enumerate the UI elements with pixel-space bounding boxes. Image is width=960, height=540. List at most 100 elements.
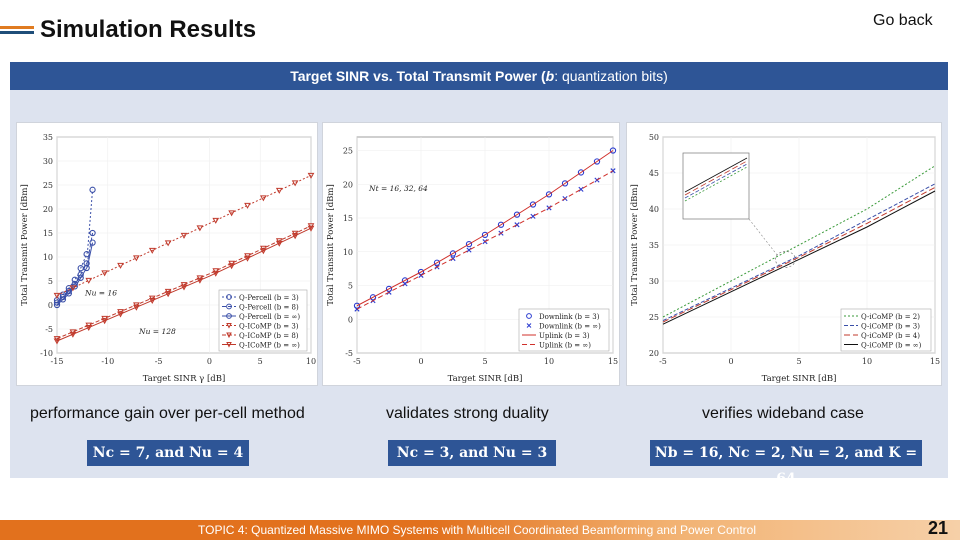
caption-plot-1: performance gain over per-cell method — [30, 405, 305, 422]
caption-plot-2: validates strong duality — [386, 405, 549, 422]
chart-0-point — [180, 232, 188, 239]
page-number: 21 — [928, 518, 949, 538]
chart-1-series-2-line — [356, 150, 614, 307]
chart-0-point — [53, 338, 61, 345]
chart-2-series-2-line — [662, 186, 936, 323]
chart-0-legend-marker — [226, 342, 232, 348]
chart-2-series-1-line — [662, 183, 936, 322]
chart-0-point — [260, 195, 267, 202]
chart-1-xtick: 0 — [418, 357, 423, 366]
chart-0-point — [133, 255, 140, 262]
chart-0-point — [83, 251, 90, 258]
chart-1-ytick: 5 — [348, 282, 353, 291]
chart-2-xtick: -5 — [659, 357, 667, 366]
chart-2-ytick: 35 — [649, 241, 659, 250]
chart-1-point — [530, 213, 536, 219]
chart-2-ytick: 50 — [649, 133, 659, 142]
chart-0-series-2-line — [56, 242, 94, 306]
panel-header-b: b — [545, 68, 555, 84]
chart-2-legend-label: Q-iCoMP (b = 2) — [861, 313, 920, 321]
chart-0-ytick: 30 — [43, 157, 53, 166]
chart-0-point — [228, 263, 235, 270]
chart-1-xtick: 5 — [482, 357, 487, 366]
chart-0-xtick: -15 — [51, 357, 64, 366]
chart-0-xtick: -10 — [101, 357, 114, 366]
chart-1-point — [481, 231, 489, 239]
chart-2-ytick: 30 — [649, 277, 659, 286]
chart-0-xtick: -5 — [155, 357, 163, 366]
chart-1-legend-label: Downlink (b = ∞) — [539, 322, 601, 330]
chart-2-xtick: 0 — [728, 357, 733, 366]
chart-2-xtick: 5 — [796, 357, 801, 366]
chart-2-ylabel: Total Transmit Power [dBm] — [630, 184, 640, 306]
chart-0-point — [148, 298, 156, 305]
chart-1-point — [513, 211, 521, 218]
go-back-link[interactable]: Go back — [873, 12, 933, 29]
chart-1-legend-label: Uplink (b = 3) — [539, 332, 590, 340]
chart-0-point — [291, 180, 299, 187]
chart-0-point — [228, 210, 235, 217]
chart-2-series-0-line — [662, 165, 936, 318]
chart-0-point — [59, 296, 67, 303]
caption-plot-3: verifies wideband case — [702, 405, 864, 422]
chart-0-point — [133, 304, 140, 311]
chart-0-ylabel: Total Transmit Power [dBm] — [20, 184, 30, 306]
chart-1-point — [609, 147, 617, 154]
chart-0-point — [196, 225, 204, 232]
chart-2-zoom-region — [775, 251, 796, 268]
chart-0-legend-label: Q-ICoMP (b = 3) — [239, 322, 299, 330]
chart-0-ytick: 35 — [43, 133, 53, 142]
params-plot-3: Nb = 16, Nc = 2, Nu = 2, and K = 64 — [650, 440, 922, 487]
chart-0-point — [89, 229, 96, 237]
chart-0-point — [164, 240, 172, 247]
panel-header-main: Target SINR vs. Total Transmit Power ( — [290, 68, 546, 84]
chart-0-point — [85, 277, 93, 284]
chart-0-point — [83, 264, 90, 272]
chart-1-ytick: 20 — [343, 180, 353, 189]
chart-2-inset-line — [684, 160, 748, 196]
chart-1-point — [593, 158, 601, 165]
chart-1-point — [577, 169, 585, 176]
chart-0-legend-marker — [226, 294, 232, 300]
chart-0-ytick: 0 — [48, 301, 53, 310]
chart-0-point — [244, 202, 251, 209]
chart-2-svg: -5 0 5 10 15 20 25 30 35 40 45 50 Target SINR [dB] To… — [630, 133, 940, 384]
chart-2-ytick: 20 — [649, 349, 659, 358]
chart-2-xtick: 15 — [930, 357, 940, 366]
chart-0-ytick: 20 — [43, 205, 53, 214]
chart-1-point — [433, 259, 441, 266]
chart-2-inset-line — [684, 157, 748, 193]
chart-0-point — [89, 186, 96, 193]
chart-1-xtick: 10 — [544, 357, 554, 366]
chart-2-series-3-line — [662, 190, 936, 325]
chart-1-svg: -5 0 5 10 15 -5 0 5 10 15 20 25 Target SINR [dB] Tota… — [326, 136, 618, 384]
chart-2-xlabel: Target SINR [dB] — [762, 374, 837, 384]
chart-1-point — [578, 186, 584, 192]
chart-1-point — [449, 250, 457, 257]
chart-0-point — [71, 276, 78, 283]
chart-1-ylabel: Total Transmit Power [dBm] — [326, 184, 336, 306]
plot-wideband: -5 0 5 10 15 20 25 30 35 40 45 50 Target SINR [dB] To… — [626, 122, 942, 386]
chart-0-point — [53, 292, 61, 299]
chart-1-point — [497, 221, 505, 228]
chart-0-ytick: -10 — [40, 349, 53, 358]
chart-0-xtick: 10 — [306, 357, 316, 366]
chart-0-annotation: Nu = 16 — [84, 288, 117, 297]
slide-title: Simulation Results — [40, 16, 257, 43]
title-accent-bars — [0, 26, 34, 34]
chart-0-point — [77, 265, 84, 272]
chart-0-series-0-line — [56, 189, 94, 301]
chart-2-ytick: 45 — [649, 169, 659, 178]
chart-0-annotation: Nu = 128 — [138, 327, 176, 336]
chart-0-ytick: 25 — [43, 181, 53, 190]
chart-0-point — [196, 277, 204, 284]
chart-2-xtick: 10 — [862, 357, 872, 366]
chart-1-ytick: 0 — [348, 315, 353, 324]
chart-0-point — [85, 325, 93, 332]
chart-0-point — [65, 290, 73, 297]
chart-0-point — [117, 262, 124, 269]
chart-1-point — [465, 241, 473, 248]
chart-0-series-3-line — [56, 174, 312, 296]
chart-1-point — [402, 281, 408, 287]
chart-0-xtick: 5 — [258, 357, 263, 366]
